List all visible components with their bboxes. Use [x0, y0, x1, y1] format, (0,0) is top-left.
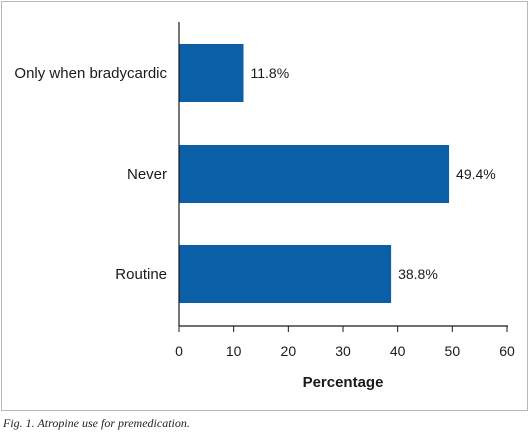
value-label-2: 38.8% [398, 266, 438, 282]
value-label-0: 11.8% [251, 65, 290, 81]
bar-0 [179, 44, 244, 102]
bar-2 [179, 245, 392, 303]
category-label-0: Only when bradycardic [14, 65, 167, 82]
category-label-2: Routine [115, 266, 167, 283]
x-tick-label-3: 30 [335, 343, 351, 359]
x-tick-label-4: 40 [390, 343, 406, 359]
x-tick-label-1: 10 [226, 343, 242, 359]
x-tick-label-2: 20 [281, 343, 297, 359]
x-tick-label-0: 0 [175, 343, 183, 359]
bar-chart: 11.8% Only when bradycardic 49.4% Never 38.8… [14, 22, 515, 391]
figure-caption: Fig. 1. Atropine use for premedication. [3, 416, 190, 430]
category-label-1: Never [127, 166, 167, 183]
x-tick-label-5: 50 [445, 343, 461, 359]
value-label-1: 49.4% [456, 166, 496, 182]
chart-frame [1, 1, 528, 411]
bar-1 [179, 145, 450, 203]
x-tick-label-6: 60 [499, 343, 515, 359]
x-axis-title: Percentage [303, 374, 384, 391]
